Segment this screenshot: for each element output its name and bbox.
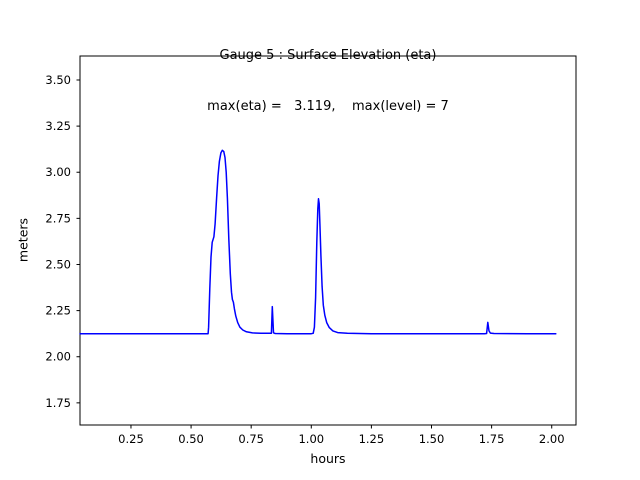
- x-tick-label: 0.25: [118, 432, 144, 446]
- series-line-eta: [79, 149, 557, 335]
- y-tick-label: 3.00: [45, 165, 71, 179]
- chart-subtitle: max(eta) = 3.119, max(level) = 7: [207, 99, 449, 114]
- x-tick-label: 0.50: [178, 432, 204, 446]
- x-tick-label: 1.50: [419, 432, 445, 446]
- chart-title-block: Gauge 5 : Surface Elevation (eta) max(et…: [80, 13, 576, 149]
- y-tick-label: 3.50: [45, 73, 71, 87]
- y-tick-label: 3.25: [45, 119, 71, 133]
- x-tick-label: 1.25: [359, 432, 385, 446]
- x-tick-label: 1.75: [479, 432, 505, 446]
- y-axis-label: meters: [15, 217, 31, 263]
- x-axis-label: hours: [310, 451, 346, 466]
- x-tick-label: 1.00: [298, 432, 324, 446]
- y-tick-label: 2.00: [45, 350, 71, 364]
- x-tick-label: 2.00: [539, 432, 565, 446]
- x-tick-label: 0.75: [238, 432, 264, 446]
- y-tick-label: 2.25: [45, 304, 71, 318]
- y-tick-label: 2.75: [45, 211, 71, 225]
- y-tick-label: 1.75: [45, 396, 71, 410]
- y-tick-label: 2.50: [45, 257, 71, 271]
- plot-frame: [79, 55, 577, 426]
